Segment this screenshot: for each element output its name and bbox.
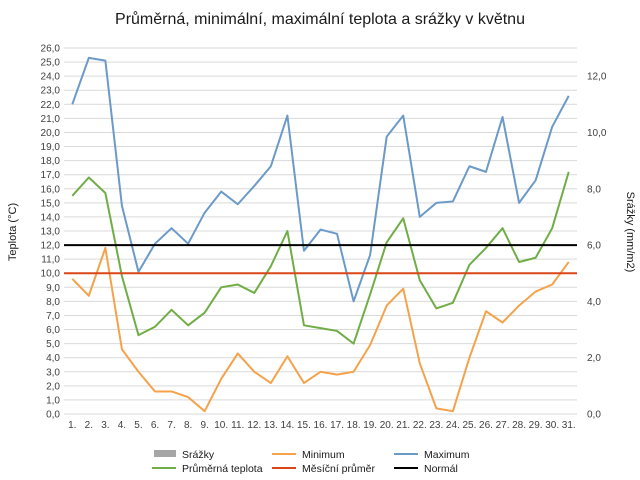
legend-label: Průměrná teplota — [182, 463, 263, 475]
y2-tick-label: 2,0 — [587, 353, 601, 364]
series-lines — [64, 56, 577, 413]
y-axis-title: Teplota (°C) — [7, 203, 19, 261]
y-tick-label: 16,0 — [41, 184, 61, 195]
y-tick-label: 8,0 — [46, 297, 60, 308]
series-line-minimum — [71, 246, 570, 413]
x-tick-label: 3. — [101, 420, 109, 431]
y-tick-label: 11,0 — [41, 255, 60, 266]
x-tick-label: 31. — [562, 420, 576, 431]
y2-tick-label: 6,0 — [587, 241, 601, 252]
x-tick-label: 13. — [264, 420, 278, 431]
x-tick-label: 24. — [446, 420, 460, 431]
legend: Srážky Minimum Maximum Průměrná teplota Měsí… — [152, 449, 470, 475]
x-tick-label: 30. — [545, 420, 559, 431]
y-tick-label: 9,0 — [46, 283, 60, 294]
y2-tick-label: 4,0 — [587, 297, 601, 308]
legend-label: Maximum — [424, 449, 470, 461]
y2-tick-label: 0,0 — [587, 410, 601, 421]
legend-label: Normál — [424, 463, 458, 475]
legend-swatch — [154, 450, 176, 457]
x-tick-label: 25. — [462, 420, 476, 431]
x-tick-label: 19. — [363, 420, 377, 431]
y2-axis-ticks: 0,0 2,0 4,0 6,0 8,0 10,0 12,0 — [587, 72, 607, 421]
y-tick-label: 15,0 — [41, 198, 61, 209]
y-tick-label: 25,0 — [41, 58, 61, 69]
y-tick-label: 14,0 — [41, 212, 61, 223]
x-tick-label: 20. — [380, 420, 394, 431]
x-tick-label: 22. — [413, 420, 427, 431]
y2-tick-label: 10,0 — [587, 128, 607, 139]
x-tick-label: 1. — [68, 420, 76, 431]
x-tick-label: 7. — [167, 420, 175, 431]
x-tick-label: 29. — [529, 420, 543, 431]
x-tick-label: 12. — [247, 420, 261, 431]
legend-label: Měsíční průměr — [302, 463, 375, 475]
x-tick-label: 17. — [330, 420, 344, 431]
y-tick-label: 6,0 — [46, 325, 60, 336]
x-tick-label: 18. — [347, 420, 361, 431]
x-tick-label: 16. — [314, 420, 328, 431]
y-tick-label: 4,0 — [46, 353, 60, 364]
y-tick-label: 0,0 — [46, 410, 60, 421]
x-tick-label: 27. — [496, 420, 510, 431]
y-tick-label: 18,0 — [41, 156, 61, 167]
y-tick-label: 21,0 — [41, 114, 61, 125]
y-tick-label: 10,0 — [41, 269, 61, 280]
x-tick-label: 23. — [429, 420, 443, 431]
y-tick-label: 17,0 — [41, 170, 61, 181]
y-tick-label: 12,0 — [41, 241, 61, 252]
series-line-maximum — [71, 56, 570, 303]
y-tick-label: 26,0 — [41, 44, 61, 55]
x-tick-label: 21. — [396, 420, 410, 431]
y-tick-label: 20,0 — [41, 128, 61, 139]
y-tick-label: 5,0 — [46, 339, 60, 350]
x-tick-label: 28. — [512, 420, 526, 431]
x-tick-label: 11. — [231, 420, 244, 431]
y2-tick-label: 12,0 — [587, 72, 607, 83]
y-tick-label: 13,0 — [41, 227, 61, 238]
x-tick-label: 15. — [297, 420, 311, 431]
x-tick-label: 6. — [151, 420, 159, 431]
x-tick-label: 10. — [214, 420, 228, 431]
y-axis-ticks: 0,0 1,0 2,0 3,0 4,0 5,0 6,0 7,0 8,0 9,0 10,0 11,0 12… — [41, 44, 61, 421]
x-tick-label: 4. — [118, 420, 126, 431]
y-tick-label: 2,0 — [46, 381, 60, 392]
y2-tick-label: 8,0 — [587, 184, 601, 195]
x-tick-label: 14. — [280, 420, 294, 431]
legend-label: Srážky — [182, 449, 215, 461]
series-line-prumerna-teplota — [71, 171, 570, 345]
x-axis-ticks: 1. 2. 3. 4. 5. 6. 7. 8. 9. 10. 11. 12. 13. 14. 15. 16. 1… — [68, 420, 576, 431]
y-tick-label: 19,0 — [41, 142, 61, 153]
x-tick-label: 8. — [184, 420, 192, 431]
y-tick-label: 7,0 — [46, 311, 60, 322]
y-tick-label: 22,0 — [41, 100, 61, 111]
x-tick-label: 26. — [479, 420, 493, 431]
y-tick-label: 1,0 — [46, 395, 60, 406]
x-tick-label: 9. — [200, 420, 208, 431]
legend-label: Minimum — [302, 449, 345, 461]
y-tick-label: 23,0 — [41, 86, 61, 97]
x-tick-label: 2. — [85, 420, 93, 431]
y-tick-label: 3,0 — [46, 367, 60, 378]
y2-axis-title: Srážky (mm/m2) — [624, 192, 636, 273]
chart-title: Průměrná, minimální, maximální teplota a… — [115, 10, 525, 28]
x-tick-label: 5. — [134, 420, 142, 431]
y-tick-label: 24,0 — [41, 72, 61, 83]
